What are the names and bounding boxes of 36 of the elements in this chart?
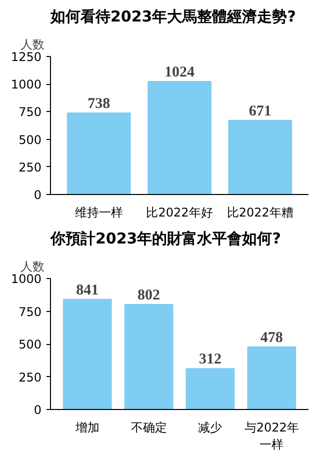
bar — [228, 120, 292, 194]
bar — [186, 368, 235, 410]
x-tick-label: 不确定 — [130, 420, 167, 434]
x-tick-label: 增加 — [74, 420, 100, 434]
data-label: 802 — [138, 287, 160, 304]
data-label: 312 — [198, 352, 222, 368]
x-tick-label: 比2022年好 — [146, 206, 213, 220]
x-tick-label: 与2022年一样 — [244, 420, 299, 452]
bar — [148, 80, 212, 194]
y-tick-label: 500 — [18, 132, 42, 147]
chart-title: 你預計2023年的財富水平會如何? — [50, 230, 281, 248]
data-label: 1024 — [164, 64, 195, 80]
y-tick-label: 1250 — [10, 50, 42, 64]
y-tick-label: 1000 — [10, 78, 42, 92]
bar — [66, 112, 131, 194]
y-tick-label: 750 — [18, 304, 42, 319]
y-tick-label: 1000 — [10, 272, 42, 286]
y-tick-label: 250 — [18, 370, 42, 384]
x-tick-label: 比2022年糟 — [226, 206, 294, 220]
data-label: 671 — [248, 103, 272, 120]
x-tick-label: 维持一样 — [74, 206, 123, 220]
data-label: 738 — [88, 96, 110, 112]
x-tick-label: 减少 — [198, 420, 222, 434]
data-label: 478 — [260, 330, 283, 346]
y-tick-label: 250 — [18, 160, 42, 174]
bar — [62, 298, 112, 410]
y-tick-label: 500 — [18, 338, 42, 352]
y-tick-label: 0 — [34, 403, 42, 417]
bar — [124, 304, 174, 410]
y-tick-label: 750 — [18, 105, 42, 120]
data-label: 841 — [76, 282, 99, 298]
bar — [247, 346, 296, 410]
y-tick-label: 0 — [34, 188, 42, 202]
y-axis-title: 人数 — [20, 260, 44, 274]
y-axis-title: 人数 — [20, 38, 44, 52]
chart-title: 如何看待2023年大馬整體經濟走勢? — [50, 8, 296, 26]
